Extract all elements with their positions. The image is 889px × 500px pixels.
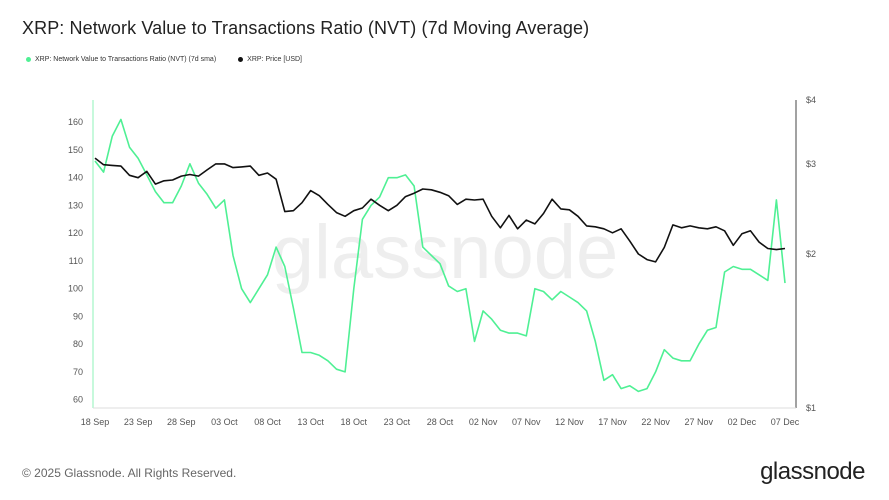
chart-title: XRP: Network Value to Transactions Ratio… (22, 18, 590, 38)
watermark: glassnode (272, 210, 619, 295)
brand-logo: glassnode (760, 458, 865, 485)
x-tick-label: 17 Nov (598, 417, 627, 427)
left-tick-label: 60 (73, 395, 83, 405)
left-tick-label: 100 (68, 284, 83, 294)
x-tick-label: 28 Sep (167, 417, 196, 427)
right-tick-label: $2 (806, 249, 816, 259)
left-tick-label: 120 (68, 228, 83, 238)
left-tick-label: 130 (68, 200, 83, 210)
left-tick-label: 150 (68, 145, 83, 155)
right-tick-label: $3 (806, 159, 816, 169)
x-tick-label: 02 Dec (728, 417, 757, 427)
x-tick-label: 27 Nov (684, 417, 713, 427)
x-tick-label: 07 Dec (771, 417, 800, 427)
copyright-text: © 2025 Glassnode. All Rights Reserved. (22, 466, 237, 480)
legend-item-nvt[interactable]: XRP: Network Value to Transactions Ratio… (26, 56, 216, 63)
x-tick-label: 23 Sep (124, 417, 153, 427)
left-tick-label: 160 (68, 117, 83, 127)
legend-dot-price (238, 57, 244, 62)
left-tick-label: 70 (73, 367, 83, 377)
right-tick-label: $1 (806, 403, 816, 413)
x-axis: 18 Sep 23 Sep 28 Sep 03 Oct 08 Oct 13 Oct 18 O… (81, 417, 800, 427)
x-tick-label: 18 Sep (81, 417, 110, 427)
x-tick-label: 23 Oct (384, 417, 411, 427)
x-tick-label: 03 Oct (211, 417, 238, 427)
right-tick-label: $4 (806, 95, 816, 105)
legend-item-price[interactable]: XRP: Price [USD] (238, 56, 302, 63)
right-axis: $1 $2 $3 $4 (806, 95, 816, 413)
x-tick-label: 12 Nov (555, 417, 584, 427)
left-tick-label: 90 (73, 311, 83, 321)
legend-dot-nvt (26, 57, 31, 62)
left-axis: 60 70 80 90 100 110 120 130 140 150 160 (68, 117, 83, 404)
x-tick-label: 18 Oct (340, 417, 367, 427)
series-line-nvt (94, 118, 786, 393)
series-line-price (94, 157, 786, 263)
x-tick-label: 22 Nov (641, 417, 670, 427)
left-tick-label: 110 (69, 256, 83, 266)
x-tick-label: 02 Nov (469, 417, 498, 427)
legend: XRP: Network Value to Transactions Ratio… (26, 56, 302, 63)
legend-label-nvt: XRP: Network Value to Transactions Ratio… (35, 56, 217, 63)
left-tick-label: 140 (68, 173, 83, 183)
x-tick-label: 08 Oct (254, 417, 281, 427)
x-tick-label: 07 Nov (512, 417, 541, 427)
left-tick-label: 80 (73, 339, 83, 349)
x-tick-label: 28 Oct (427, 417, 454, 427)
x-tick-label: 13 Oct (297, 417, 324, 427)
legend-label-price: XRP: Price [USD] (247, 56, 303, 63)
